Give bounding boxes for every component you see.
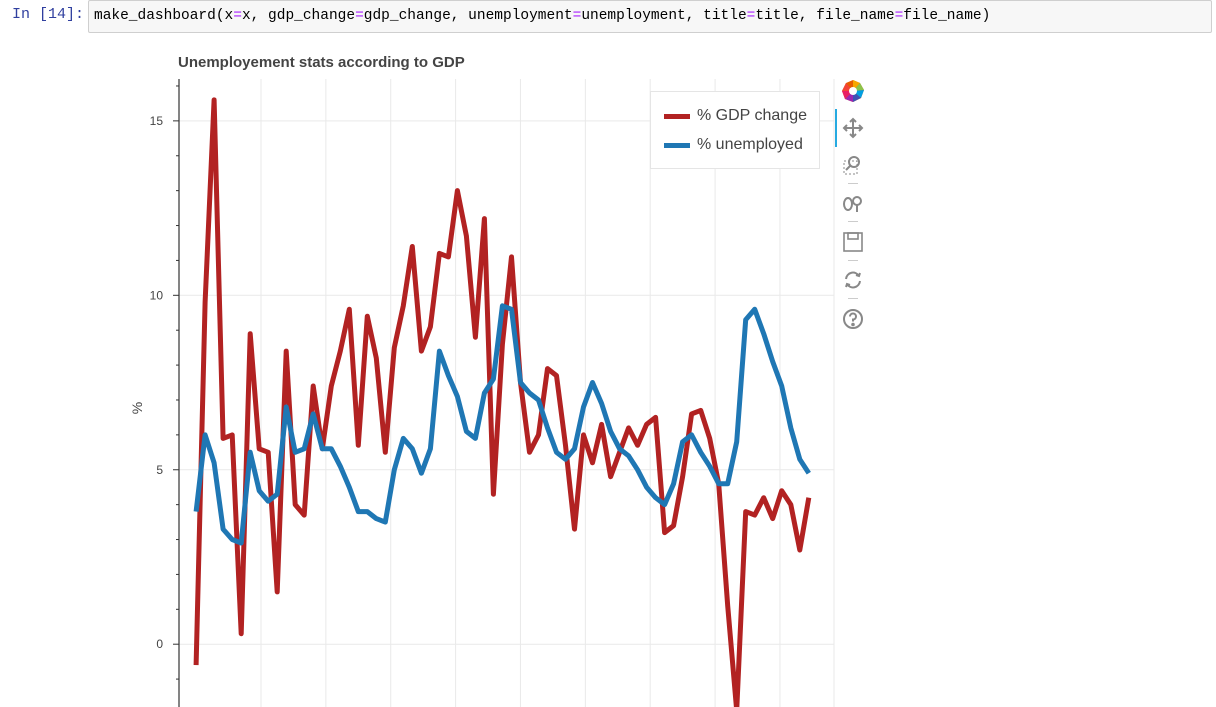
chart-title: Unemployement stats according to GDP [178,54,465,71]
code-operator: = [233,8,242,24]
help-icon[interactable] [840,306,866,332]
cell-prompt: In [14]: [11,6,84,23]
box-zoom-icon[interactable] [840,152,866,178]
code-token: file_name) [903,8,991,24]
legend-swatch-unemployed [664,142,690,148]
active-tool-indicator [835,109,837,147]
legend-item-gdp: % GDP change [664,106,807,126]
code-operator: = [572,8,582,24]
reset-icon[interactable] [840,267,866,293]
y-tick-label: 0 [156,637,163,651]
legend-swatch-gdp [664,113,690,119]
wheel-zoom-icon[interactable] [840,190,866,216]
code-token: make_dashboard(x [94,8,234,24]
code-operator: = [746,8,756,24]
series-group [193,97,812,707]
code-token: x, gdp_change [241,8,356,24]
y-axis-label: % [129,402,145,414]
series-line-unemployed [193,303,811,546]
code-operator: = [894,8,904,24]
legend: % GDP change % unemployed [650,91,820,169]
y-tick-label: 10 [150,288,164,302]
save-icon[interactable] [840,229,866,255]
code-operator: = [355,8,364,24]
y-tick-label: 5 [156,463,163,477]
code-token: title, file_name [755,8,895,24]
legend-label-unemployed: % unemployed [697,136,803,153]
code-cell[interactable]: make_dashboard(x=x, gdp_change=gdp_chang… [88,0,1212,33]
bokeh-logo-icon[interactable] [840,78,866,104]
code-token: unemployment, title [581,8,747,24]
legend-label-gdp: % GDP change [697,107,807,124]
code-token: gdp_change, unemployment [363,8,573,24]
series-line-gdp-change [193,97,812,707]
pan-icon[interactable] [840,115,866,141]
legend-item-unemployed: % unemployed [664,135,803,155]
y-tick-label: 15 [150,114,164,128]
code-line[interactable]: make_dashboard(x=x, gdp_change=gdp_chang… [94,8,990,24]
